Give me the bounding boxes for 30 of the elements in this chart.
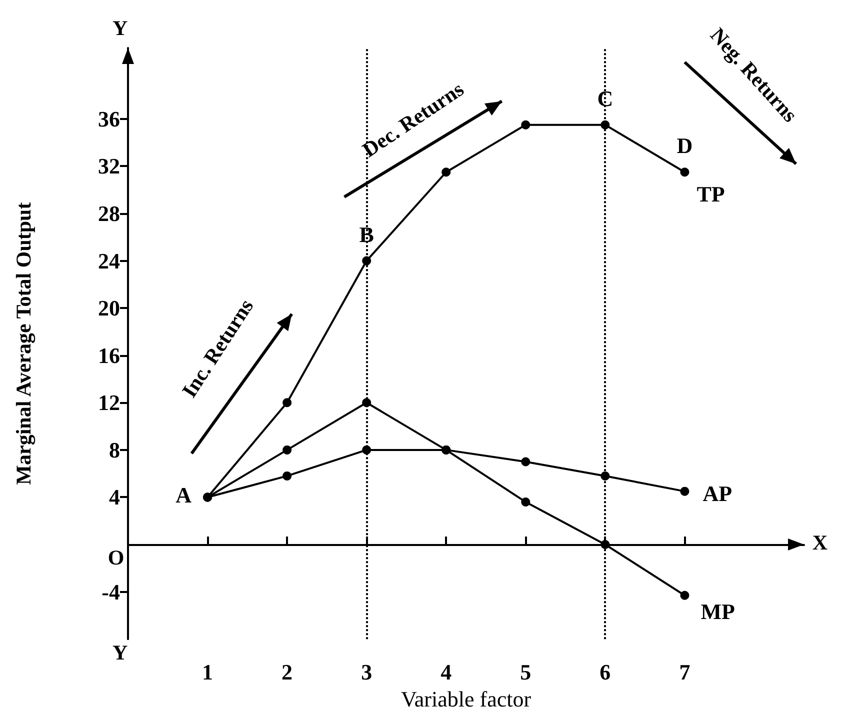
text: X xyxy=(812,530,828,554)
x-tick-label: 6 xyxy=(600,660,611,685)
y-axis-title: Marginal Average Total Output xyxy=(12,202,36,485)
x-tick-label: 3 xyxy=(361,660,372,685)
series-label: TP xyxy=(696,182,725,207)
y-tick-label: 16 xyxy=(98,342,120,368)
y-tick-label: 20 xyxy=(98,296,120,321)
text: Y xyxy=(112,640,128,664)
annotation: D xyxy=(676,133,693,158)
x-tick-label: 7 xyxy=(679,660,690,685)
y-tick-label: 8 xyxy=(109,437,120,462)
annotation: C xyxy=(597,86,614,111)
series-label: AP xyxy=(702,480,732,506)
text: O xyxy=(108,546,124,570)
x-tick-label: 5 xyxy=(520,660,532,685)
y-tick-label: -4 xyxy=(102,579,120,604)
y-tick-label: 28 xyxy=(98,201,120,226)
x-tick-label: 2 xyxy=(282,660,293,685)
y-tick-label: 24 xyxy=(98,248,120,274)
annotation: B xyxy=(359,222,374,247)
text: Y xyxy=(112,16,128,40)
y-tick-label: 32 xyxy=(98,154,120,179)
annotation: A xyxy=(176,482,192,508)
y-tick-label: 4 xyxy=(109,484,120,510)
x-axis-title: Variable factor xyxy=(400,686,532,712)
x-tick-label: 1 xyxy=(202,660,214,685)
x-tick-label: 4 xyxy=(440,660,452,685)
y-tick-label: 36 xyxy=(98,106,120,132)
series-label: MP xyxy=(700,598,735,624)
y-tick-label: 12 xyxy=(98,390,120,416)
